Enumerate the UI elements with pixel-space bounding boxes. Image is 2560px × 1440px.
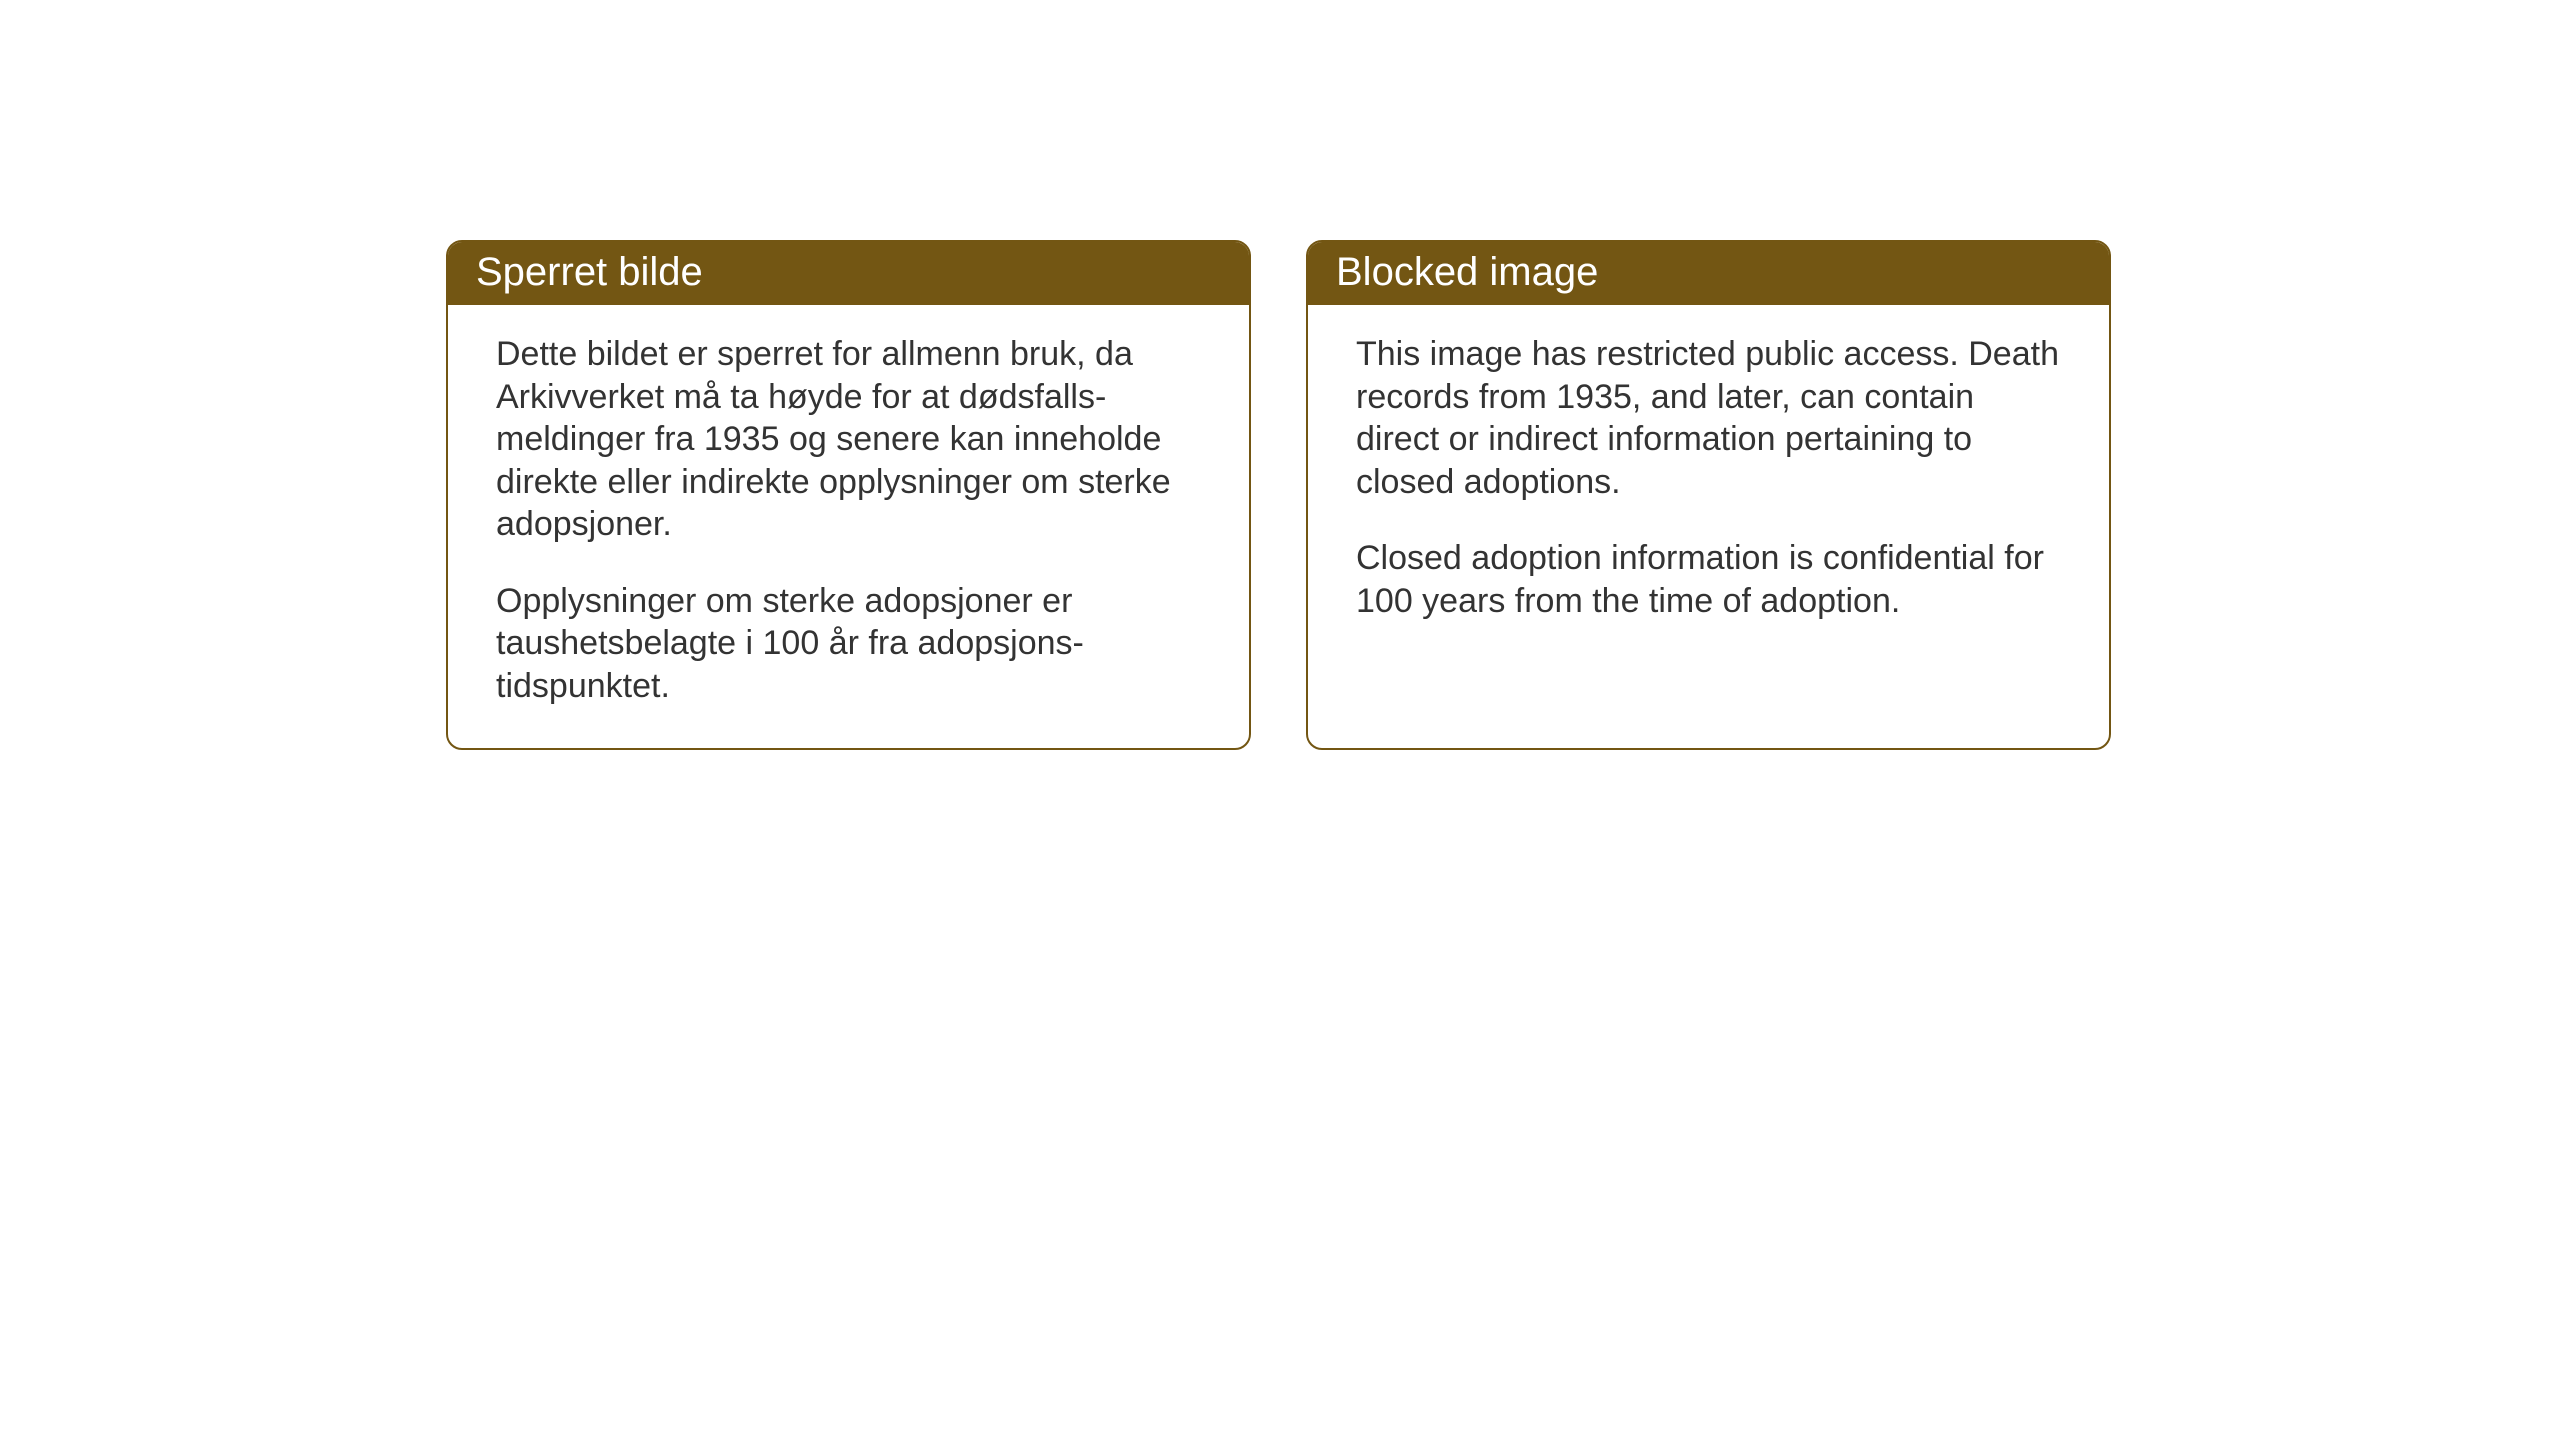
norwegian-notice-panel: Sperret bilde Dette bildet er sperret fo… [446, 240, 1251, 750]
english-panel-body: This image has restricted public access.… [1308, 305, 2109, 658]
notice-container: Sperret bilde Dette bildet er sperret fo… [446, 240, 2111, 750]
norwegian-panel-body: Dette bildet er sperret for allmenn bruk… [448, 305, 1249, 743]
english-paragraph-2: Closed adoption information is confident… [1356, 537, 2061, 622]
english-panel-title: Blocked image [1308, 242, 2109, 305]
norwegian-paragraph-2: Opplysninger om sterke adopsjoner er tau… [496, 580, 1201, 708]
english-paragraph-1: This image has restricted public access.… [1356, 333, 2061, 503]
norwegian-paragraph-1: Dette bildet er sperret for allmenn bruk… [496, 333, 1201, 546]
english-notice-panel: Blocked image This image has restricted … [1306, 240, 2111, 750]
norwegian-panel-title: Sperret bilde [448, 242, 1249, 305]
